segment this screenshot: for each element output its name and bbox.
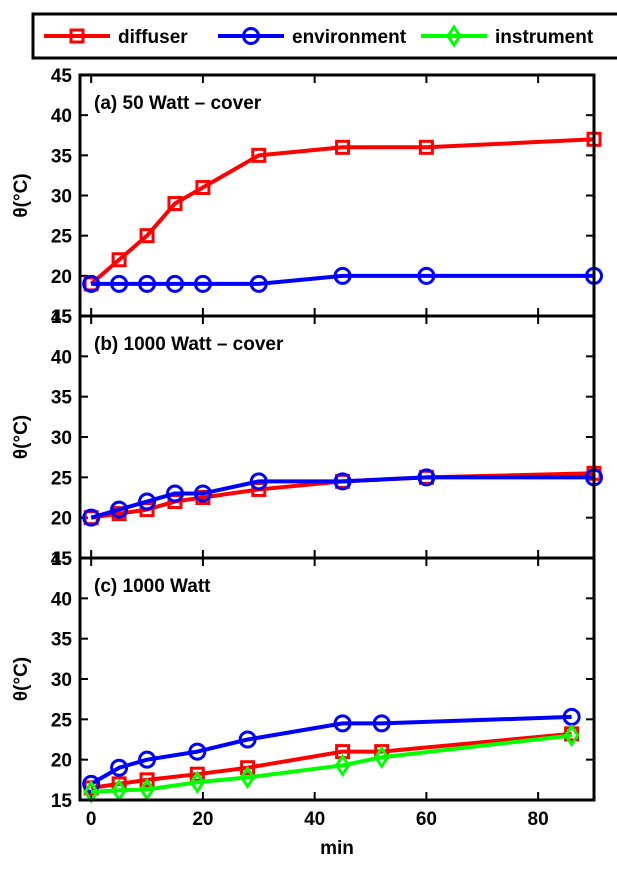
series-diffuser <box>83 726 580 796</box>
data-point-environment <box>333 266 352 285</box>
legend-instrument-label: instrument <box>495 27 594 48</box>
x-tick-label: 60 <box>416 809 437 830</box>
x-tick-label: 20 <box>192 809 213 830</box>
y-axis-label: θ(°C) <box>11 657 32 701</box>
data-point-diffuser <box>418 139 434 155</box>
data-point-environment <box>110 274 129 293</box>
data-point-instrument <box>189 770 206 794</box>
panel-3: 15 20 25 30 35 40 45 0 20 40 60 80 (c) 1000 Watt θ(°C… <box>11 549 596 859</box>
data-point-diffuser <box>167 196 183 212</box>
series-line-environment <box>90 714 572 786</box>
data-point-diffuser <box>195 179 211 195</box>
y-tick-label: 25 <box>51 468 73 489</box>
legend: diffuser environment instrument <box>31 12 617 60</box>
y-tick-label: 35 <box>51 630 73 651</box>
y-tick-label: 15 <box>51 549 73 570</box>
legend-box <box>31 12 617 60</box>
data-point-environment <box>110 500 129 519</box>
series-instrument <box>83 723 580 804</box>
y-axis-label: θ(°C) <box>11 173 32 217</box>
data-point-environment <box>193 274 212 293</box>
data-point-diffuser <box>111 252 127 268</box>
data-point-environment <box>165 484 184 503</box>
data-point-environment <box>249 274 268 293</box>
data-point-environment <box>372 714 391 733</box>
y-tick-label: 40 <box>51 106 72 127</box>
legend-diffuser-label: diffuser <box>118 27 188 48</box>
y-tick-label: 15 <box>51 791 73 812</box>
data-point-diffuser <box>240 760 256 776</box>
y-tick-label: 45 <box>51 307 73 328</box>
series-line-environment <box>90 475 594 520</box>
y-tick-label: 30 <box>51 187 72 208</box>
legend-environment-label: environment <box>292 27 407 48</box>
x-axis-label: min <box>320 838 354 859</box>
legend-environment-marker <box>242 27 260 45</box>
x-tick-label: 0 <box>86 809 97 830</box>
data-point-environment <box>138 492 157 511</box>
y-tick-label: 35 <box>51 388 73 409</box>
data-point-environment <box>417 266 436 285</box>
data-point-environment <box>165 274 184 293</box>
x-tick-label: 40 <box>304 809 325 830</box>
panel-1: 15 20 25 30 35 40 45 (a) 50 Watt – cover θ(°C) <box>11 66 603 328</box>
x-tick-label: 80 <box>528 809 549 830</box>
panel-title: (b) 1000 Watt – cover <box>94 334 284 355</box>
panel-title: (c) 1000 Watt <box>94 576 211 597</box>
series-line-diffuser <box>89 137 595 286</box>
data-point-instrument <box>373 745 390 769</box>
panel-title: (a) 50 Watt – cover <box>94 93 262 114</box>
data-point-diffuser <box>139 228 155 244</box>
y-tick-label: 40 <box>51 347 72 368</box>
data-point-diffuser <box>251 147 267 163</box>
data-point-instrument <box>563 723 580 748</box>
series-environment <box>82 468 603 527</box>
data-point-environment <box>417 468 436 487</box>
data-point-environment <box>333 714 352 733</box>
y-tick-label: 20 <box>51 509 72 530</box>
y-tick-label: 45 <box>51 66 73 87</box>
y-axis-label: θ(°C) <box>11 415 32 459</box>
series-environment <box>82 266 603 293</box>
data-point-environment <box>333 472 352 491</box>
data-point-environment <box>138 274 157 293</box>
data-point-environment <box>138 750 157 769</box>
y-tick-label: 30 <box>51 428 72 449</box>
data-point-instrument <box>334 753 351 778</box>
data-point-diffuser <box>189 766 205 782</box>
data-point-environment <box>193 484 212 503</box>
series-diffuser <box>83 131 602 292</box>
legend-diffuser-marker <box>69 28 85 44</box>
y-tick-label: 35 <box>51 146 73 167</box>
y-tick-label: 25 <box>51 227 73 248</box>
data-point-diffuser <box>139 772 155 788</box>
y-tick-label: 20 <box>51 751 72 772</box>
data-point-diffuser <box>335 139 351 155</box>
data-point-environment <box>249 472 268 491</box>
data-point-environment <box>238 730 257 749</box>
y-tick-label: 25 <box>51 710 73 731</box>
legend-instrument-marker <box>446 24 462 48</box>
data-point-environment <box>82 508 101 527</box>
series-line-instrument <box>91 733 572 794</box>
data-point-environment <box>82 274 101 293</box>
data-point-environment <box>188 742 207 761</box>
y-tick-label: 20 <box>51 267 72 288</box>
y-tick-label: 15 <box>51 307 73 328</box>
y-tick-label: 40 <box>51 589 72 610</box>
series-line-environment <box>91 273 594 286</box>
data-point-diffuser <box>251 481 267 497</box>
y-tick-label: 30 <box>51 670 72 691</box>
y-tick-label: 45 <box>51 549 73 570</box>
plot-frame <box>78 556 596 802</box>
data-point-instrument <box>239 765 256 790</box>
panel-2: 15 20 25 30 35 40 45 (b) 1000 Watt – cover θ(°C) <box>11 307 603 570</box>
data-point-environment <box>110 758 129 777</box>
